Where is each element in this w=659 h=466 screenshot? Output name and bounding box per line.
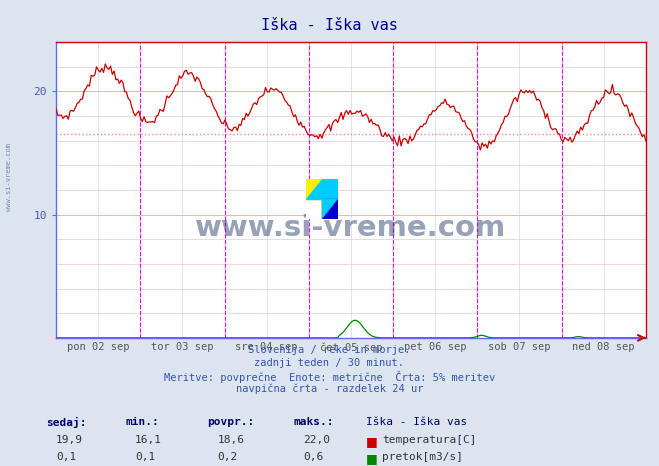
Bar: [306, 179, 322, 199]
Text: ■: ■: [366, 452, 378, 466]
Bar: [322, 179, 338, 199]
Polygon shape: [306, 179, 338, 219]
Text: 19,9: 19,9: [56, 435, 83, 445]
Text: Slovenija / reke in morje.: Slovenija / reke in morje.: [248, 345, 411, 355]
Text: 22,0: 22,0: [303, 435, 330, 445]
Text: Iška - Iška vas: Iška - Iška vas: [366, 417, 467, 427]
Bar: [306, 199, 322, 219]
Text: sedaj:: sedaj:: [46, 417, 86, 428]
Text: temperatura[C]: temperatura[C]: [382, 435, 476, 445]
Text: 16,1: 16,1: [135, 435, 162, 445]
Polygon shape: [322, 199, 338, 219]
Text: www.si-vreme.com: www.si-vreme.com: [195, 214, 507, 242]
Polygon shape: [306, 179, 322, 199]
Text: Iška - Iška vas: Iška - Iška vas: [261, 18, 398, 33]
Text: 18,6: 18,6: [217, 435, 244, 445]
Text: pretok[m3/s]: pretok[m3/s]: [382, 452, 463, 462]
Polygon shape: [306, 179, 322, 199]
Text: 0,1: 0,1: [135, 452, 156, 462]
Text: navpična črta - razdelek 24 ur: navpična črta - razdelek 24 ur: [236, 384, 423, 395]
Text: min.:: min.:: [125, 417, 159, 427]
Bar: [322, 199, 338, 219]
Bar: [306, 179, 322, 199]
Text: maks.:: maks.:: [293, 417, 333, 427]
Polygon shape: [322, 199, 338, 219]
Text: Meritve: povprečne  Enote: metrične  Črta: 5% meritev: Meritve: povprečne Enote: metrične Črta:…: [164, 371, 495, 383]
Polygon shape: [322, 199, 338, 219]
Bar: [322, 179, 338, 199]
Polygon shape: [306, 179, 322, 199]
Text: zadnji teden / 30 minut.: zadnji teden / 30 minut.: [254, 358, 405, 368]
Text: 0,1: 0,1: [56, 452, 76, 462]
Polygon shape: [306, 179, 338, 219]
Text: 0,2: 0,2: [217, 452, 238, 462]
Bar: [322, 199, 338, 219]
Text: www.si-vreme.com: www.si-vreme.com: [5, 143, 12, 211]
Text: 0,6: 0,6: [303, 452, 324, 462]
Text: povpr.:: povpr.:: [208, 417, 255, 427]
Text: ■: ■: [366, 435, 378, 448]
